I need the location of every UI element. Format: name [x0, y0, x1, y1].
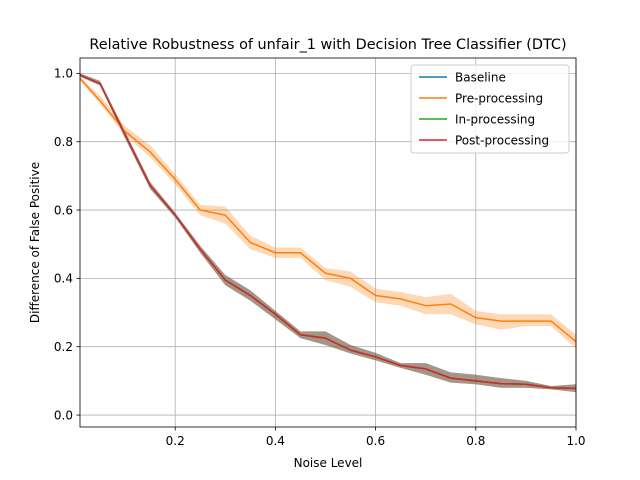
y-tick-label: 1.0 [54, 67, 73, 81]
x-tick-label: 0.2 [166, 434, 185, 448]
x-axis-label: Noise Level [294, 456, 363, 470]
post-processing-legend-label: Post-processing [455, 133, 549, 147]
y-tick-label: 0.4 [54, 272, 73, 286]
legend-box [410, 64, 570, 154]
pre-processing-legend-label: Pre-processing [455, 91, 543, 105]
y-tick-label: 0.6 [54, 203, 73, 217]
chart-title: Relative Robustness of unfair_1 with Dec… [89, 37, 566, 53]
x-tick-label: 0.6 [366, 434, 385, 448]
y-axis-label: Difference of False Positive [28, 162, 42, 323]
baseline-legend-label: Baseline [455, 70, 506, 84]
y-tick-label: 0.2 [54, 340, 73, 354]
legend: Baseline Pre-processing In-processing Post-… [410, 64, 570, 154]
pre-processing-line [79, 77, 577, 343]
in-processing-legend-label: In-processing [455, 112, 535, 126]
series-lines [79, 74, 577, 390]
axis-ticks: 0.2 0.4 0.6 0.8 1.0 0.0 0.2 0.4 0.6 0.8 1.0 [54, 67, 586, 448]
y-tick-label: 0.8 [54, 135, 73, 149]
post-processing-line [79, 74, 577, 390]
y-tick-label: 0.0 [54, 408, 73, 422]
x-tick-label: 0.4 [266, 434, 285, 448]
plot-frame [79, 57, 577, 428]
x-tick-label: 0.8 [466, 434, 485, 448]
x-tick-label: 1.0 [566, 434, 585, 448]
